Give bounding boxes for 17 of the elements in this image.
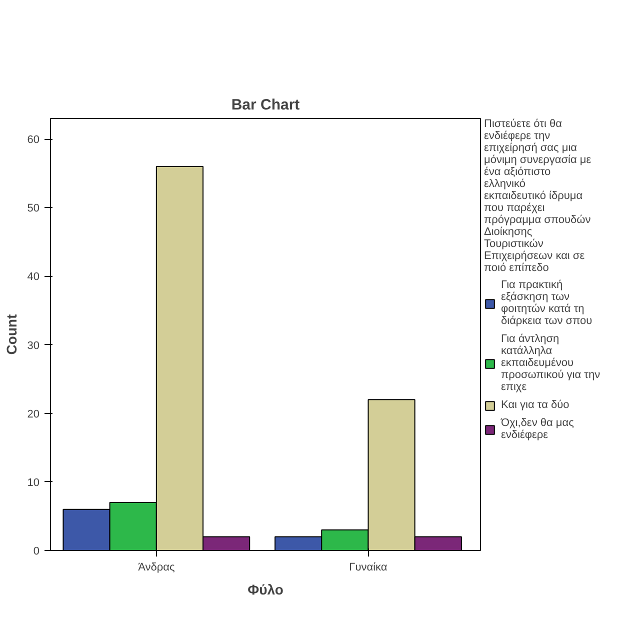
- x-tick-label: Γυναίκα: [349, 562, 388, 574]
- y-axis-title: Count: [3, 314, 20, 355]
- legend-label: Όχι,δεν θα μας ενδιέφερε: [501, 417, 574, 441]
- y-tick-label: 50: [27, 202, 40, 215]
- text: Πιστεύετε ότι θα ενδιέφερε την επιχείρησή σας μια μόνιμη συνεργασία με ένα αξιόπιστο ελληνικό εκπαιδευτικό ίδρυμα που παρέχει πρόγραμμα σπουδών Διοίκησης Τουριστικών Επιχειρήσεων και σε ποιό επίπεδο: [484, 118, 592, 274]
- x-tick-label: Άνδρας: [138, 562, 175, 574]
- legend-label: Για άντληση κατάλληλα εκπαιδευμένου προσωπικού για την επιχε: [501, 333, 600, 393]
- x-axis-title: Φύλο: [248, 582, 284, 598]
- y-tick-label: 20: [27, 408, 40, 420]
- y-tick-label: 0: [33, 546, 40, 558]
- chart-title: Bar Chart: [231, 96, 300, 114]
- legend-label: Για πρακτική εξάσκηση των φοιτητών κατά τη διάρκεια των σπου: [501, 279, 592, 327]
- legend-label: Και για τα δύο: [501, 399, 570, 411]
- y-tick-label: 30: [27, 340, 40, 352]
- y-tick-label: 10: [27, 476, 40, 489]
- y-tick-label: 60: [27, 134, 40, 146]
- y-tick-label: 40: [27, 271, 40, 284]
